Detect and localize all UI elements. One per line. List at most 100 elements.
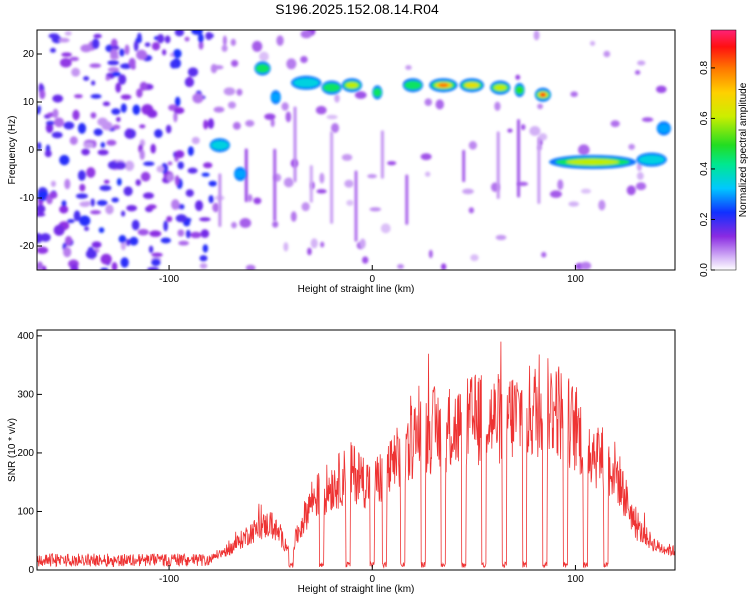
noise-blob <box>227 101 236 109</box>
noise-blob <box>44 150 52 158</box>
y-tick-label: 300 <box>17 389 34 400</box>
noise-blob <box>37 142 42 151</box>
noise-blob <box>120 94 132 100</box>
noise-blob <box>38 83 44 92</box>
noise-blob <box>123 186 133 196</box>
noise-blob <box>154 129 163 138</box>
colorbar-ticks: 0.0 0.2 0.4 0.6 0.8 <box>699 61 715 277</box>
noise-blob <box>174 30 185 37</box>
ridge-core <box>373 87 382 97</box>
noise-blob <box>165 124 172 134</box>
noise-blob <box>71 67 81 77</box>
noise-blob <box>331 123 340 133</box>
noise-blob <box>121 210 126 217</box>
noise-blob <box>301 202 310 212</box>
noise-blob <box>222 35 227 46</box>
noise-blob <box>90 112 97 119</box>
noise-blob <box>199 217 211 222</box>
noise-blob <box>170 60 178 69</box>
noise-blob <box>319 172 325 184</box>
noise-blob <box>191 136 200 145</box>
noise-blob <box>147 109 158 118</box>
noise-blob <box>115 82 122 93</box>
spectrogram-heatmap <box>37 30 671 270</box>
noise-blob <box>137 228 149 236</box>
snr-panel: -100 0 100 0 100 200 300 400 Height of straigh… <box>7 329 676 595</box>
noise-blob <box>537 103 543 110</box>
noise-blob <box>120 103 127 113</box>
noise-blob <box>111 262 118 270</box>
noise-blob <box>52 94 64 103</box>
colorbar-tick-label: 0.2 <box>699 212 710 226</box>
noise-blob <box>334 94 340 103</box>
noise-blob <box>187 146 194 156</box>
snr-x-ticks: -100 0 100 <box>159 565 584 585</box>
noise-blob <box>187 76 193 87</box>
noise-blob <box>656 85 667 94</box>
noise-blob <box>230 59 239 67</box>
streak <box>537 136 541 204</box>
noise-blob <box>435 99 444 110</box>
noise-blob <box>236 88 243 96</box>
ridge-core <box>638 155 665 165</box>
noise-blob <box>51 131 63 139</box>
noise-blob <box>116 178 122 186</box>
spectral-ridges <box>209 61 671 181</box>
noise-blob <box>49 191 58 199</box>
noise-blob <box>636 172 644 181</box>
noise-blob <box>142 192 155 199</box>
noise-blob <box>37 204 46 214</box>
noise-blob <box>53 224 65 236</box>
noise-blob <box>156 165 164 173</box>
noise-blob <box>90 198 95 207</box>
noise-blob <box>37 261 43 270</box>
ridge-core <box>404 80 422 90</box>
noise-blob <box>105 204 114 215</box>
noise-blob <box>203 119 209 130</box>
noise-blob <box>59 154 70 166</box>
ridge-core <box>235 169 246 179</box>
noise-blob <box>147 204 157 210</box>
noise-blob <box>69 136 78 145</box>
ridge-core <box>494 84 507 91</box>
x-tick-label: 100 <box>567 574 584 585</box>
noise-blob <box>380 223 391 234</box>
noise-blob <box>79 183 86 192</box>
noise-blob <box>37 212 46 217</box>
noise-blob <box>424 98 433 106</box>
colorbar-tick-label: 0.6 <box>699 111 710 125</box>
noise-blob <box>150 143 156 154</box>
noise-blob <box>42 265 47 270</box>
noise-blob <box>568 201 580 207</box>
noise-blob <box>507 128 513 133</box>
noise-blob <box>185 229 191 239</box>
streak <box>517 119 521 198</box>
noise-blob <box>286 58 297 70</box>
noise-blob <box>175 214 187 223</box>
spectrogram-x-ticks: -100 0 100 <box>159 265 584 285</box>
colorbar-label: Normalized spectral amplitude <box>738 82 749 217</box>
noise-blob <box>84 226 90 231</box>
noise-blob <box>354 91 367 99</box>
noise-blob <box>194 200 204 212</box>
noise-blob <box>90 94 102 99</box>
x-tick-label: -100 <box>159 274 179 285</box>
snr-series-line <box>37 341 675 569</box>
noise-blob <box>470 254 479 262</box>
noise-blob <box>111 197 119 203</box>
noise-blob <box>100 141 106 148</box>
spectrogram-x-axis-label: Height of straight line (km) <box>298 284 415 295</box>
noise-blob <box>136 49 148 61</box>
y-tick-label: 0 <box>28 145 34 156</box>
snr-x-axis-label: Height of straight line (km) <box>298 584 415 595</box>
snr-y-axis-label: SNR (10 * v/v) <box>7 418 18 482</box>
noise-blob <box>65 235 73 246</box>
noise-blob <box>387 161 397 166</box>
noise-blob <box>578 144 590 156</box>
noise-blob <box>61 52 72 57</box>
streak <box>405 174 409 225</box>
noise-blob <box>52 108 59 119</box>
streak <box>354 170 358 242</box>
ridge-core <box>322 83 341 93</box>
